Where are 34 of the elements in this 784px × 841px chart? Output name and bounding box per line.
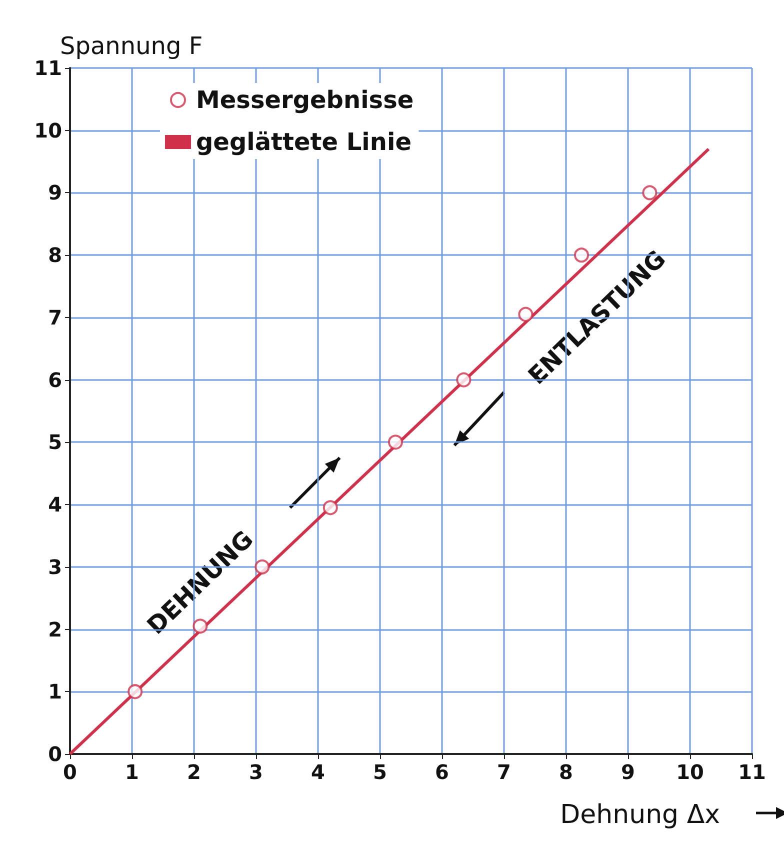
- x-tick-label: 11: [738, 760, 766, 784]
- x-axis-title: Dehnung Δx: [560, 800, 720, 830]
- y-tick-label: 0: [48, 742, 62, 766]
- x-tick-label: 6: [435, 760, 449, 784]
- y-tick-label: 8: [48, 243, 62, 268]
- y-tick-label: 1: [48, 680, 62, 704]
- y-tick-label: 5: [48, 430, 62, 454]
- x-tick-label: 9: [621, 760, 635, 784]
- x-tick-label: 7: [497, 760, 511, 784]
- y-tick-label: 4: [48, 492, 62, 517]
- x-tick-label: 5: [373, 760, 387, 784]
- x-tick-label: 2: [187, 760, 201, 784]
- y-tick-label: 9: [48, 180, 62, 205]
- point: [456, 372, 472, 388]
- legend-label: geglättete Linie: [196, 128, 412, 156]
- legend-label: Messergebnisse: [196, 86, 414, 114]
- y-tick-label: 10: [34, 118, 62, 142]
- y-tick-label: 7: [48, 305, 62, 330]
- x-tick-label: 8: [559, 760, 573, 784]
- point: [642, 185, 658, 200]
- y-axis-title: Spannung F: [60, 32, 203, 60]
- x-tick-label: 3: [249, 760, 263, 784]
- y-tick-label: 2: [48, 617, 62, 642]
- x-tick-label: 4: [311, 760, 325, 784]
- x-tick-label: 1: [125, 760, 139, 784]
- x-tick-label: 10: [676, 760, 704, 784]
- point: [322, 500, 338, 516]
- x-tick-label: 0: [63, 760, 77, 784]
- y-tick-label: 3: [48, 554, 62, 579]
- y-tick-label: 11: [34, 56, 62, 80]
- point: [388, 434, 403, 450]
- point: [254, 559, 270, 574]
- y-tick-label: 6: [48, 368, 62, 392]
- point: [128, 684, 143, 700]
